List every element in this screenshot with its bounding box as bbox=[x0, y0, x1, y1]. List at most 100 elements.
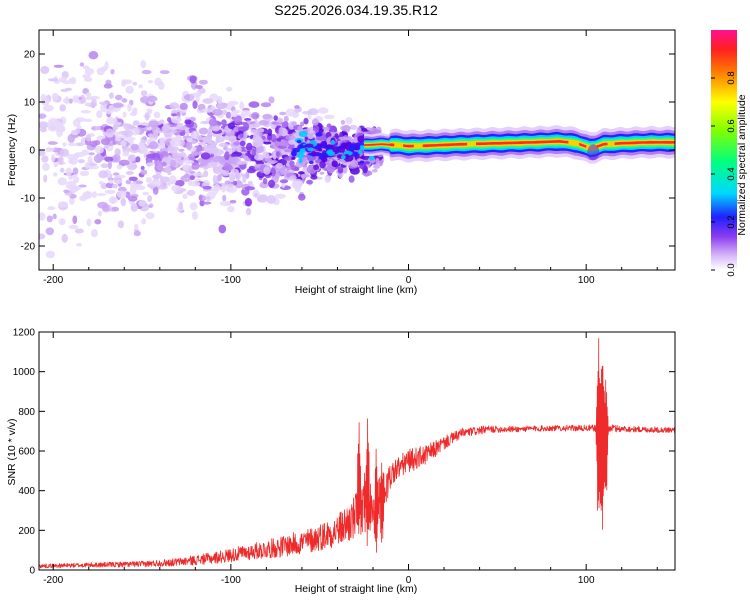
spectrogram-noise-blob bbox=[91, 229, 98, 238]
spectrogram-noise-blob bbox=[85, 134, 92, 142]
spectrogram-noise-blob bbox=[47, 120, 54, 128]
spectrogram-noise-blob bbox=[202, 108, 213, 113]
colorbar-tick-label: 0.8 bbox=[726, 71, 737, 84]
spectrogram-noise-blob bbox=[94, 146, 104, 154]
spectrogram-noise-blob bbox=[117, 122, 122, 125]
spectrogram-noise-blob bbox=[80, 110, 91, 114]
spectrogram-transition-blob bbox=[357, 135, 366, 143]
spectrogram-noise-blob bbox=[88, 152, 95, 156]
spectrogram-noise-blob bbox=[97, 201, 108, 209]
spectrogram-noise-blob bbox=[232, 117, 242, 121]
spectrogram-noise-blob bbox=[110, 69, 115, 75]
spectrogram-noise-blob bbox=[138, 84, 143, 88]
colorbar-gradient bbox=[711, 30, 737, 270]
spectrogram-noise-blob bbox=[115, 174, 126, 179]
spectrogram-noise-blob bbox=[254, 154, 265, 161]
spectrogram-noise-blob bbox=[141, 218, 147, 225]
spectrogram-transition-blob bbox=[340, 142, 348, 149]
spectrogram-noise-blob bbox=[155, 127, 161, 134]
spectrogram-noise-blob bbox=[192, 100, 198, 109]
spectrogram-noise-blob bbox=[39, 113, 47, 119]
spectrogram-noise-blob bbox=[292, 111, 299, 119]
spectrogram-noise-blob bbox=[58, 155, 64, 165]
spectrogram-noise-blob bbox=[219, 200, 231, 207]
spectrogram-noise-blob bbox=[284, 156, 294, 161]
spectrogram-noise-blob bbox=[130, 127, 140, 136]
spectrogram-noise-blob bbox=[39, 127, 48, 133]
spectrogram-noise-blob bbox=[244, 186, 256, 191]
spectrogram-transition-blob bbox=[291, 156, 296, 160]
spectrogram-noise-blob bbox=[142, 136, 147, 141]
spectrogram-noise-blob bbox=[140, 169, 148, 175]
spectrogram-noise-blob bbox=[251, 112, 260, 120]
spectrogram-noise-blob bbox=[72, 215, 78, 224]
spectrogram-noise-blob bbox=[245, 207, 252, 216]
spectrogram-noise-blob bbox=[319, 171, 325, 175]
spectrogram-noise-blob bbox=[227, 183, 234, 187]
spectrogram-noise-blob bbox=[298, 171, 305, 175]
spectrogram-noise-blob bbox=[62, 142, 67, 147]
spectrogram-noise-blob bbox=[39, 121, 49, 129]
spectrogram-noise-blob bbox=[275, 162, 283, 169]
spectrogram-noise-blob bbox=[58, 76, 67, 83]
spectrogram-noise-blob bbox=[79, 170, 90, 177]
spectrogram-noise-blob bbox=[274, 140, 281, 148]
spectrogram-noise-blob bbox=[72, 185, 82, 191]
spectrogram-transition-blob bbox=[341, 155, 346, 160]
spectrogram-noise-blob bbox=[224, 151, 230, 161]
spectrogram-noise-blob bbox=[147, 195, 153, 203]
spectrogram-noise-blob bbox=[41, 96, 50, 106]
spectrogram-noise-blob bbox=[130, 164, 138, 169]
spectrogram-noise-blob bbox=[152, 174, 163, 179]
spectrogram-noise-blob bbox=[203, 170, 209, 178]
spectrogram-noise-blob bbox=[208, 118, 218, 127]
spectrogram-noise-blob bbox=[195, 95, 200, 102]
spectrogram-noise-blob bbox=[202, 98, 214, 104]
spectrogram-noise-blob bbox=[41, 155, 49, 163]
spectrogram-ytick-label: 0 bbox=[29, 146, 35, 157]
spectrogram-noise-blob bbox=[144, 112, 150, 121]
snr-ytick-label: 0 bbox=[29, 566, 35, 577]
spectrogram-noise-blob bbox=[291, 121, 297, 126]
spectrogram-noise-blob bbox=[97, 210, 103, 217]
spectrogram-noise-blob bbox=[289, 160, 295, 167]
spectrogram-noise-blob bbox=[134, 183, 142, 187]
spectrogram-noise-blob bbox=[117, 220, 125, 229]
spectrogram-noise-blob bbox=[284, 149, 294, 153]
spectrogram-noise-blob bbox=[107, 160, 112, 170]
spectrogram-noise-blob bbox=[212, 174, 218, 184]
spectrogram-noise-blob bbox=[75, 117, 86, 122]
spectrogram-noise-blob bbox=[141, 69, 152, 75]
spectrogram-noise-blob bbox=[148, 204, 153, 208]
spectrogram-noise-blob bbox=[198, 79, 208, 85]
spectrogram-noise-blob bbox=[186, 137, 193, 143]
spectrogram-noise-blob bbox=[279, 179, 289, 184]
spectrogram-noise-blob bbox=[84, 68, 95, 75]
spectrogram-noise-blob bbox=[342, 124, 351, 134]
spectrogram-noise-blob bbox=[195, 85, 203, 89]
spectrogram-noise-blob bbox=[279, 111, 287, 116]
spectrogram-noise-blob bbox=[162, 123, 171, 131]
spectrogram-noise-blob bbox=[57, 201, 69, 208]
spectrogram-noise-blob bbox=[138, 199, 147, 207]
spectrogram-noise-blob bbox=[349, 124, 358, 130]
snr-ytick-label: 1200 bbox=[13, 328, 36, 339]
spectrogram-noise-blob bbox=[272, 151, 277, 160]
spectrogram-noise-blob bbox=[244, 197, 252, 207]
spectrogram-tone-gap bbox=[467, 141, 476, 147]
spectrogram-transition-blob bbox=[298, 158, 303, 164]
spectrogram-noise-blob bbox=[125, 85, 134, 94]
spectrogram-noise-blob bbox=[252, 138, 263, 148]
spectrogram-noise-blob bbox=[230, 153, 237, 157]
spectrogram-noise-blob bbox=[200, 152, 211, 160]
snr-ytick-label: 800 bbox=[18, 407, 35, 418]
spectrogram-noise-blob bbox=[250, 123, 261, 128]
spectrogram-noise-blob bbox=[201, 182, 210, 187]
spectrogram-noise-blob bbox=[192, 131, 198, 140]
spectrogram-noise-blob bbox=[301, 174, 311, 178]
spectrogram-noise-blob bbox=[87, 155, 93, 164]
spectrogram-noise-blob bbox=[69, 157, 78, 165]
